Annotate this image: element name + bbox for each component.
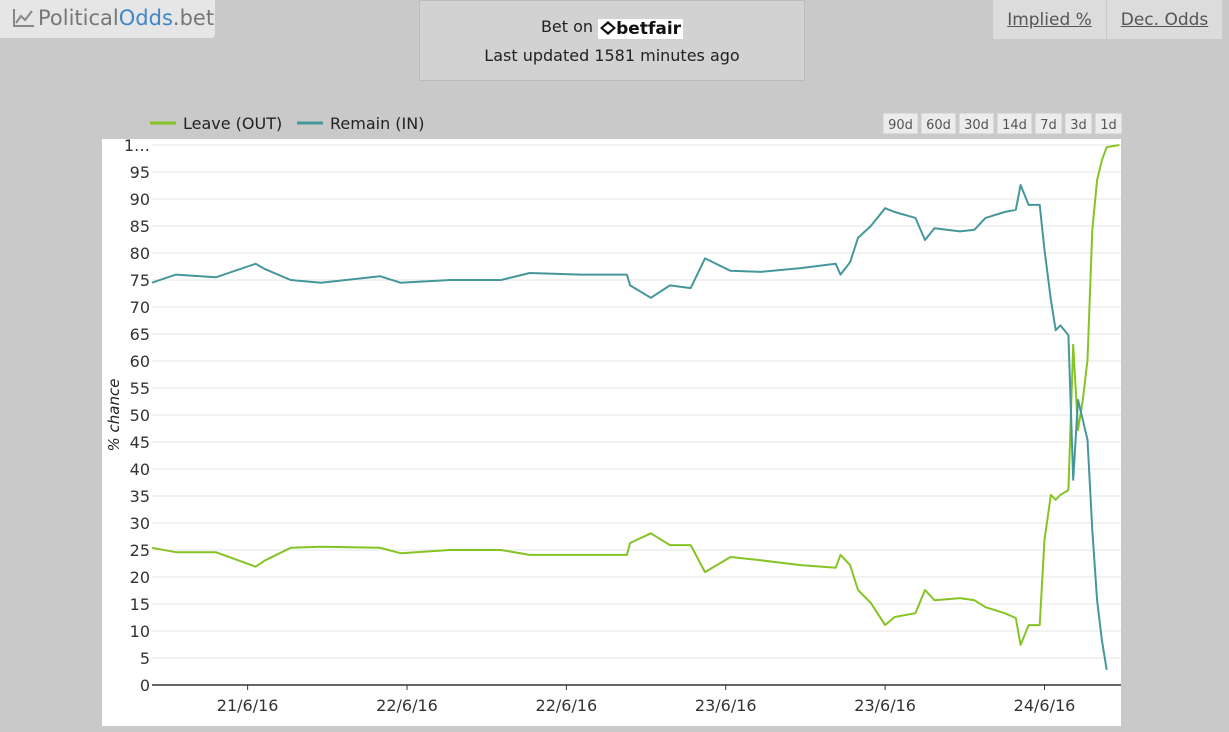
y-tick-label: 65 [130,325,150,344]
y-tick-label: 40 [130,460,150,479]
legend-label: Remain (IN) [330,114,424,133]
logo-text: Odds [118,6,173,30]
range-button[interactable]: 60d [920,112,957,135]
y-tick-label: 60 [130,352,150,371]
x-tick-label: 24/6/16 [1014,696,1076,715]
range-button-label: 7d [1040,118,1057,133]
plot-background [102,139,1121,726]
range-button-bg [1094,112,1123,135]
y-tick-label: 1… [124,136,150,155]
y-tick-label: 10 [130,622,150,641]
x-tick-label: 22/6/16 [536,696,598,715]
y-tick-label: 55 [130,379,150,398]
tab[interactable]: Implied % [993,0,1106,39]
last-updated: Last updated 1581 minutes ago [484,46,740,65]
betfair-text: betfair [616,19,682,39]
data-line [151,144,1120,646]
range-button[interactable]: 7d [1034,112,1063,135]
data-line [151,184,1108,671]
y-tick-label: 80 [130,244,150,263]
range-button-bg [920,112,957,135]
legend-label: Leave (OUT) [183,114,282,133]
x-tick-label: 23/6/16 [695,696,757,715]
range-button[interactable]: 1d [1094,112,1123,135]
y-tick-label: 90 [130,190,150,209]
range-button-bg [1034,112,1063,135]
range-button-label: 1d [1100,118,1117,133]
betfair-logo[interactable]: betfair [598,19,684,39]
y-tick-label: 75 [130,271,150,290]
y-tick-label: 95 [130,163,150,182]
betfair-icon [600,21,617,35]
y-tick-label: 15 [130,595,150,614]
y-tick-label: 45 [130,433,150,452]
y-tick-label: 20 [130,568,150,587]
y-tick-label: 35 [130,487,150,506]
range-button-bg [958,112,995,135]
range-button-bg [1064,112,1093,135]
range-button-label: 60d [926,118,951,133]
range-button-label: 3d [1070,118,1087,133]
bet-on: Bet on [540,17,594,36]
range-button[interactable]: 14d [996,112,1033,135]
logo[interactable]: PoliticalOdds.bet [0,0,215,38]
range-button-label: 90d [888,118,913,133]
range-button-bg [996,112,1033,135]
y-tick-label: 25 [130,541,150,560]
y-tick-label: 50 [130,406,150,425]
range-button-label: 30d [964,118,989,133]
y-tick-label: 5 [140,649,150,668]
x-tick-label: 21/6/16 [217,696,279,715]
range-button[interactable]: 30d [958,112,995,135]
y-tick-label: 30 [130,514,150,533]
tab[interactable]: Dec. Odds [1107,0,1222,39]
range-button-label: 14d [1002,118,1027,133]
y-tick-label: 70 [130,298,150,317]
x-tick-label: 23/6/16 [854,696,916,715]
y-tick-label: 85 [130,217,150,236]
x-tick-label: 22/6/16 [376,696,438,715]
range-button[interactable]: 90d [882,112,919,135]
range-button[interactable]: 3d [1064,112,1093,135]
range-button-bg [882,112,919,135]
logo-icon [13,9,34,27]
y-axis-label: % chance [105,379,123,452]
logo-text: .bet [172,6,215,30]
bookmaker-box: Bet on betfair Last updated 1581 minutes… [419,0,805,81]
logo-text: Political [38,6,119,30]
y-tick-label: 0 [140,676,150,695]
